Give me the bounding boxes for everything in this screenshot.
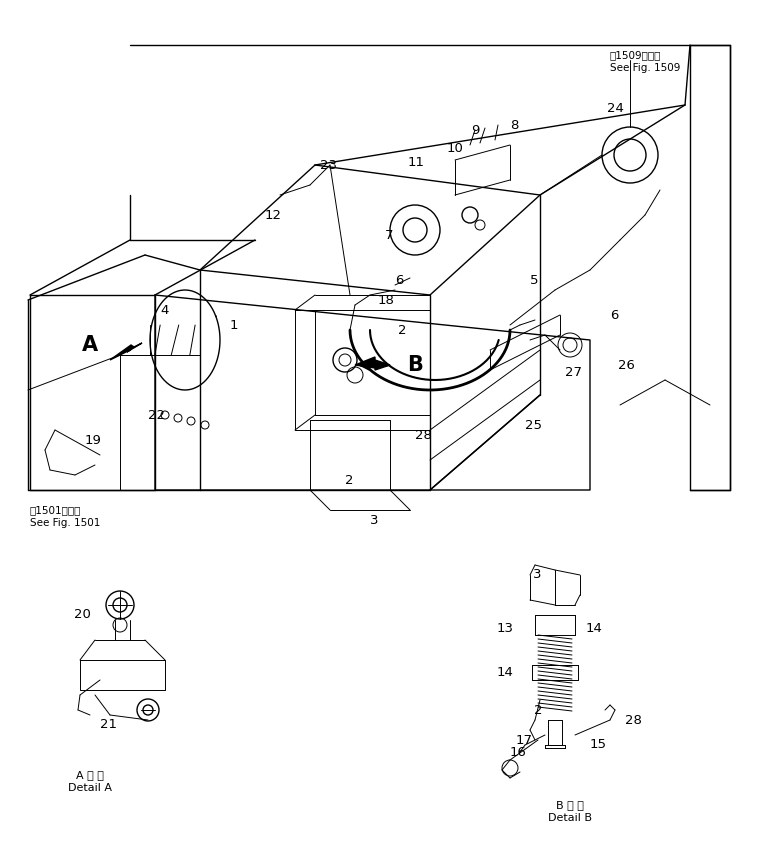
Text: See Fig. 1501: See Fig. 1501 [30, 518, 101, 528]
Text: 1: 1 [230, 319, 239, 331]
Text: 26: 26 [618, 358, 635, 372]
Text: 18: 18 [378, 294, 395, 306]
Text: 20: 20 [74, 609, 91, 621]
Text: 25: 25 [525, 419, 542, 431]
Text: 14: 14 [497, 665, 514, 679]
Text: 28: 28 [625, 713, 642, 727]
Text: 5: 5 [530, 273, 539, 287]
Polygon shape [355, 357, 390, 370]
Text: 2: 2 [398, 324, 407, 336]
Text: B 詳 細: B 詳 細 [556, 800, 584, 810]
Text: 第1509図参照: 第1509図参照 [610, 50, 661, 60]
Text: 22: 22 [148, 409, 165, 421]
Text: 12: 12 [265, 209, 282, 221]
Text: 4: 4 [160, 304, 168, 316]
Text: 3: 3 [370, 514, 378, 526]
Text: 28: 28 [415, 429, 432, 442]
Text: 11: 11 [408, 156, 425, 168]
Text: 第1501図参照: 第1501図参照 [30, 505, 81, 515]
Text: 8: 8 [510, 119, 518, 131]
Text: 27: 27 [565, 366, 582, 378]
Text: 19: 19 [85, 433, 102, 447]
Text: 7: 7 [385, 229, 394, 241]
Text: 6: 6 [395, 273, 403, 287]
Text: 9: 9 [471, 124, 480, 136]
Text: 17: 17 [516, 733, 533, 747]
Text: 10: 10 [447, 141, 464, 155]
Text: 24: 24 [607, 102, 624, 114]
Text: Detail B: Detail B [548, 813, 592, 823]
Text: 2: 2 [345, 473, 353, 486]
Text: A 詳 細: A 詳 細 [76, 770, 104, 780]
Text: 23: 23 [320, 158, 337, 172]
Text: 15: 15 [590, 738, 607, 752]
Text: 13: 13 [497, 621, 514, 634]
Text: See Fig. 1509: See Fig. 1509 [610, 63, 680, 73]
Text: Detail A: Detail A [68, 783, 112, 793]
Text: 2: 2 [534, 704, 542, 717]
Text: 6: 6 [610, 309, 618, 321]
Text: 16: 16 [510, 747, 527, 759]
Polygon shape [110, 343, 142, 360]
Text: B: B [407, 355, 423, 375]
Text: 3: 3 [533, 569, 542, 581]
Text: A: A [82, 335, 98, 355]
Text: 14: 14 [586, 621, 603, 634]
Text: 21: 21 [100, 718, 117, 732]
